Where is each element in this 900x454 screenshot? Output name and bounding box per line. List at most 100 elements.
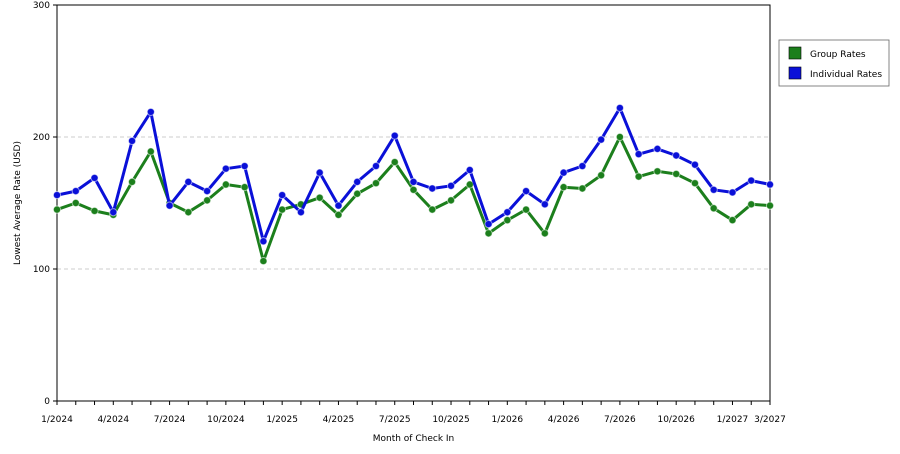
y-tick-label: 0 bbox=[44, 397, 50, 407]
data-point-individual-rates bbox=[109, 208, 118, 217]
x-tick-label: 1/2025 bbox=[266, 415, 298, 425]
x-tick-label: 1/2027 bbox=[717, 415, 749, 425]
x-tick-label: 4/2026 bbox=[548, 415, 580, 425]
series-layer bbox=[52, 103, 775, 266]
data-point-individual-rates bbox=[259, 237, 268, 246]
x-tick-label: 3/2027 bbox=[754, 415, 786, 425]
data-point-individual-rates bbox=[296, 208, 306, 217]
data-point-group-rates bbox=[559, 183, 568, 192]
data-point-individual-rates bbox=[371, 161, 381, 171]
data-point-individual-rates bbox=[278, 190, 287, 200]
y-tick-label: 200 bbox=[33, 133, 50, 143]
x-tick-label: 1/2024 bbox=[41, 415, 73, 425]
data-point-individual-rates bbox=[690, 160, 700, 169]
data-point-group-rates bbox=[240, 183, 249, 192]
legend-label-group-rates: Group Rates bbox=[810, 50, 866, 60]
data-point-individual-rates bbox=[765, 180, 775, 189]
data-point-individual-rates bbox=[127, 136, 137, 146]
data-point-group-rates bbox=[765, 201, 775, 210]
data-point-group-rates bbox=[353, 189, 362, 198]
data-point-individual-rates bbox=[465, 165, 474, 175]
data-point-individual-rates bbox=[578, 161, 587, 171]
data-point-group-rates bbox=[184, 208, 193, 217]
data-point-individual-rates bbox=[428, 184, 437, 193]
y-tick-label: 300 bbox=[33, 1, 50, 11]
data-point-group-rates bbox=[409, 185, 418, 194]
data-point-individual-rates bbox=[503, 208, 512, 217]
data-point-group-rates bbox=[503, 216, 512, 225]
data-point-group-rates bbox=[428, 205, 437, 214]
data-point-group-rates bbox=[521, 205, 531, 214]
data-point-individual-rates bbox=[353, 177, 362, 186]
series-line-group-rates bbox=[56, 135, 771, 263]
y-axis-title: Lowest Average Rate (USD) bbox=[13, 141, 23, 265]
data-point-group-rates bbox=[690, 179, 700, 188]
data-point-group-rates bbox=[672, 169, 681, 179]
x-tick-label: 10/2025 bbox=[432, 415, 469, 425]
data-point-individual-rates bbox=[728, 188, 737, 197]
legend: Group Rates Individual Rates bbox=[778, 39, 890, 87]
legend-label-individual-rates: Individual Rates bbox=[810, 70, 882, 80]
data-point-group-rates bbox=[446, 196, 456, 205]
data-point-individual-rates bbox=[52, 190, 62, 200]
data-point-individual-rates bbox=[184, 177, 193, 186]
data-point-individual-rates bbox=[446, 181, 456, 190]
x-tick-label: 10/2024 bbox=[207, 415, 245, 425]
x-tick-label: 7/2025 bbox=[379, 415, 411, 425]
data-point-individual-rates bbox=[165, 201, 174, 210]
data-point-group-rates bbox=[465, 180, 474, 189]
data-point-group-rates bbox=[71, 198, 80, 208]
x-tick-label: 7/2026 bbox=[604, 415, 636, 425]
data-point-group-rates bbox=[484, 229, 493, 238]
x-axis-title: Month of Check In bbox=[373, 434, 455, 444]
data-point-individual-rates bbox=[559, 168, 568, 177]
data-point-individual-rates bbox=[315, 168, 324, 177]
data-point-group-rates bbox=[127, 177, 137, 186]
data-point-group-rates bbox=[540, 229, 549, 238]
x-tick-label: 7/2024 bbox=[154, 415, 186, 425]
data-point-individual-rates bbox=[203, 187, 212, 196]
data-point-group-rates bbox=[653, 167, 662, 176]
data-point-group-rates bbox=[615, 132, 624, 142]
data-point-group-rates bbox=[597, 171, 606, 180]
data-point-individual-rates bbox=[240, 161, 249, 171]
series-group-rates bbox=[52, 132, 775, 266]
data-point-group-rates bbox=[259, 256, 268, 266]
x-tick-label: 10/2026 bbox=[657, 415, 695, 425]
data-point-individual-rates bbox=[90, 173, 99, 183]
series-line-individual-rates bbox=[56, 106, 771, 243]
plot-frame bbox=[56, 4, 771, 402]
data-point-group-rates bbox=[728, 216, 737, 225]
data-point-group-rates bbox=[90, 206, 99, 216]
data-point-individual-rates bbox=[709, 185, 718, 194]
data-point-group-rates bbox=[578, 184, 587, 193]
data-point-group-rates bbox=[315, 193, 324, 202]
data-point-individual-rates bbox=[390, 131, 399, 140]
data-point-individual-rates bbox=[540, 200, 549, 209]
legend-swatch-group-rates bbox=[788, 46, 802, 60]
data-point-individual-rates bbox=[653, 144, 662, 153]
data-point-group-rates bbox=[52, 205, 62, 214]
data-point-group-rates bbox=[334, 210, 343, 219]
x-tick-label: 4/2025 bbox=[323, 415, 355, 425]
data-point-individual-rates bbox=[221, 164, 230, 173]
data-point-group-rates bbox=[221, 180, 230, 189]
data-point-individual-rates bbox=[146, 107, 155, 117]
data-point-group-rates bbox=[278, 205, 287, 214]
data-point-individual-rates bbox=[597, 135, 606, 144]
data-point-individual-rates bbox=[71, 187, 80, 196]
series-individual-rates bbox=[52, 103, 775, 246]
data-point-group-rates bbox=[146, 147, 155, 156]
data-point-individual-rates bbox=[521, 187, 531, 196]
legend-swatch-individual-rates bbox=[788, 66, 802, 80]
data-point-individual-rates bbox=[409, 177, 418, 186]
x-tick-label: 4/2024 bbox=[97, 415, 129, 425]
data-point-individual-rates bbox=[672, 151, 681, 160]
data-point-group-rates bbox=[390, 157, 399, 167]
data-point-group-rates bbox=[709, 204, 718, 213]
data-point-individual-rates bbox=[615, 103, 624, 113]
data-point-individual-rates bbox=[334, 201, 343, 210]
x-tick-label: 1/2026 bbox=[491, 415, 523, 425]
data-point-individual-rates bbox=[484, 220, 493, 229]
